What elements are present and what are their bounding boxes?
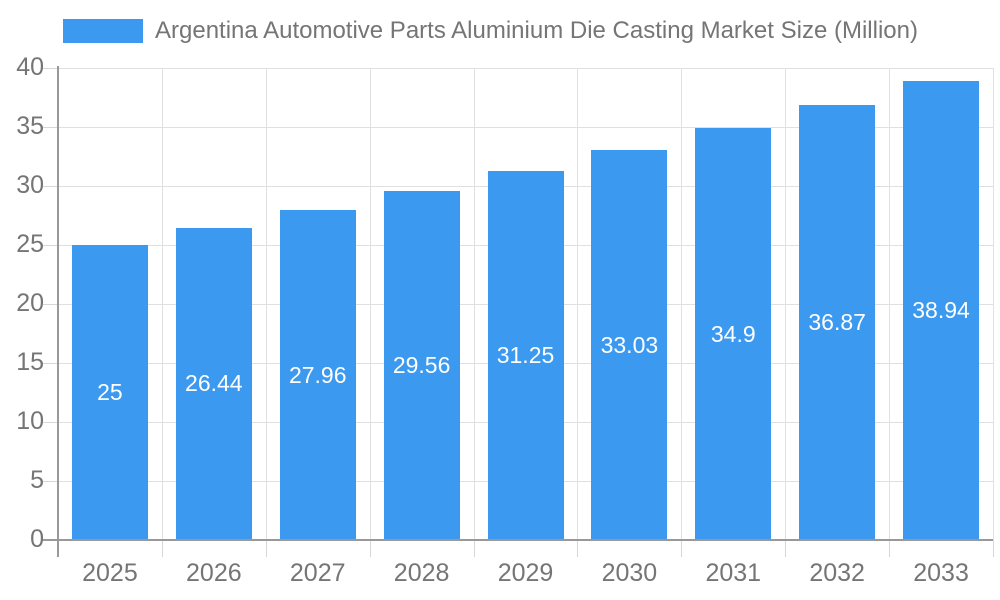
y-axis-tick-label: 5 <box>30 465 44 494</box>
y-axis-tick-label: 40 <box>16 52 44 81</box>
y-axis-tick-label: 15 <box>16 347 44 376</box>
bar-2029[interactable]: 31.25 <box>487 171 564 540</box>
bar-2030[interactable]: 33.03 <box>591 150 668 540</box>
bar-value-label: 36.87 <box>808 308 866 335</box>
x-tick-mark <box>993 540 994 557</box>
y-axis-tick-label: 20 <box>16 288 44 317</box>
x-tick-mark <box>889 540 891 557</box>
y-tick-mark <box>43 481 58 482</box>
x-axis-tick-label: 2028 <box>393 559 450 587</box>
x-tick-mark <box>161 540 163 557</box>
bar-value-label: 34.9 <box>710 320 756 347</box>
bar-value-label: 26.44 <box>185 370 243 397</box>
y-axis-tick-label: 10 <box>16 406 44 435</box>
y-axis-tick-label: 30 <box>16 170 44 199</box>
x-tick-mark <box>577 540 579 557</box>
y-tick-mark <box>43 363 58 364</box>
y-tick-mark <box>43 304 58 305</box>
x-tick-mark <box>785 540 787 557</box>
y-tick-mark <box>43 127 58 128</box>
gridline-horizontal <box>58 127 993 128</box>
x-axis-tick-label: 2032 <box>809 559 865 587</box>
bar-value-label: 27.96 <box>288 361 347 388</box>
chart-title: Argentina Automotive Parts Aluminium Die… <box>155 17 918 44</box>
bar-value-label: 33.03 <box>600 331 659 358</box>
bar-2025[interactable]: 25 <box>71 245 148 540</box>
gridline-vertical <box>369 68 371 540</box>
bar-value-label: 38.94 <box>912 296 970 323</box>
bar-2028[interactable]: 29.56 <box>383 191 460 540</box>
x-axis-tick-label: 2033 <box>913 559 969 587</box>
legend-item[interactable]: Argentina Automotive Parts Aluminium Die… <box>63 17 918 45</box>
gridline-horizontal <box>58 68 993 69</box>
gridline-vertical <box>161 68 163 540</box>
bar-2027[interactable]: 27.96 <box>279 210 356 540</box>
gridline-vertical <box>785 68 787 540</box>
y-tick-mark <box>43 245 58 246</box>
y-axis-line <box>57 66 59 557</box>
y-axis-tick-label: 25 <box>16 229 44 258</box>
y-tick-mark <box>43 186 58 187</box>
x-axis-tick-label: 2029 <box>497 559 554 587</box>
gridline-vertical <box>889 68 891 540</box>
x-axis-tick-label: 2030 <box>601 559 658 587</box>
bar-2031[interactable]: 34.9 <box>695 128 772 540</box>
bar-value-label: 25 <box>97 379 123 405</box>
y-tick-mark <box>43 68 58 69</box>
x-tick-mark <box>369 540 371 557</box>
y-axis-tick-label: 35 <box>16 111 44 140</box>
bar-value-label: 29.56 <box>392 352 451 379</box>
gridline-vertical <box>993 68 994 540</box>
x-tick-mark <box>473 540 475 557</box>
x-axis-tick-label: 2026 <box>186 559 242 587</box>
x-tick-mark <box>681 540 683 557</box>
x-axis-tick-label: 2027 <box>289 559 346 587</box>
x-axis-tick-label: 2025 <box>82 559 138 587</box>
x-axis-tick-label: 2031 <box>705 559 762 587</box>
bar-2033[interactable]: 38.94 <box>903 80 980 540</box>
x-tick-mark <box>265 540 267 557</box>
gridline-vertical <box>577 68 579 540</box>
gridline-vertical <box>265 68 267 540</box>
legend-swatch <box>63 19 143 43</box>
bar-value-label: 31.25 <box>496 342 555 369</box>
bar-2026[interactable]: 26.44 <box>175 228 252 540</box>
gridline-vertical <box>473 68 475 540</box>
y-tick-mark <box>43 422 58 423</box>
bar-2032[interactable]: 36.87 <box>799 104 876 540</box>
x-axis-line <box>43 539 993 541</box>
y-axis-tick-label: 0 <box>30 524 44 553</box>
gridline-vertical <box>681 68 683 540</box>
